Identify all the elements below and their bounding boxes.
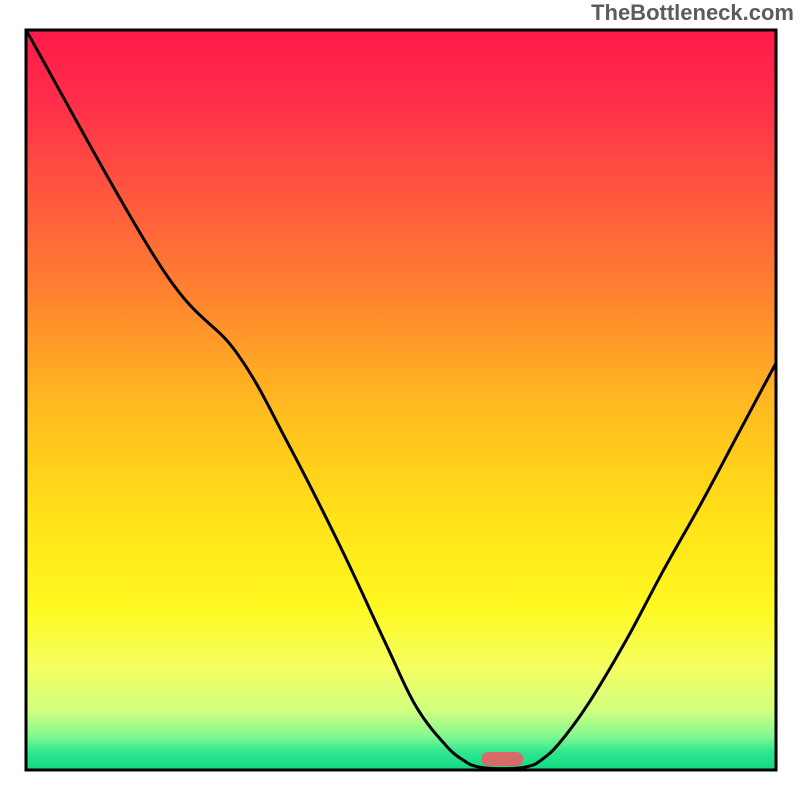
chart-container: TheBottleneck.com	[0, 0, 800, 800]
optimal-marker	[481, 752, 523, 766]
watermark-text: TheBottleneck.com	[591, 0, 794, 26]
bottleneck-chart	[0, 0, 800, 800]
plot-background	[26, 30, 776, 770]
